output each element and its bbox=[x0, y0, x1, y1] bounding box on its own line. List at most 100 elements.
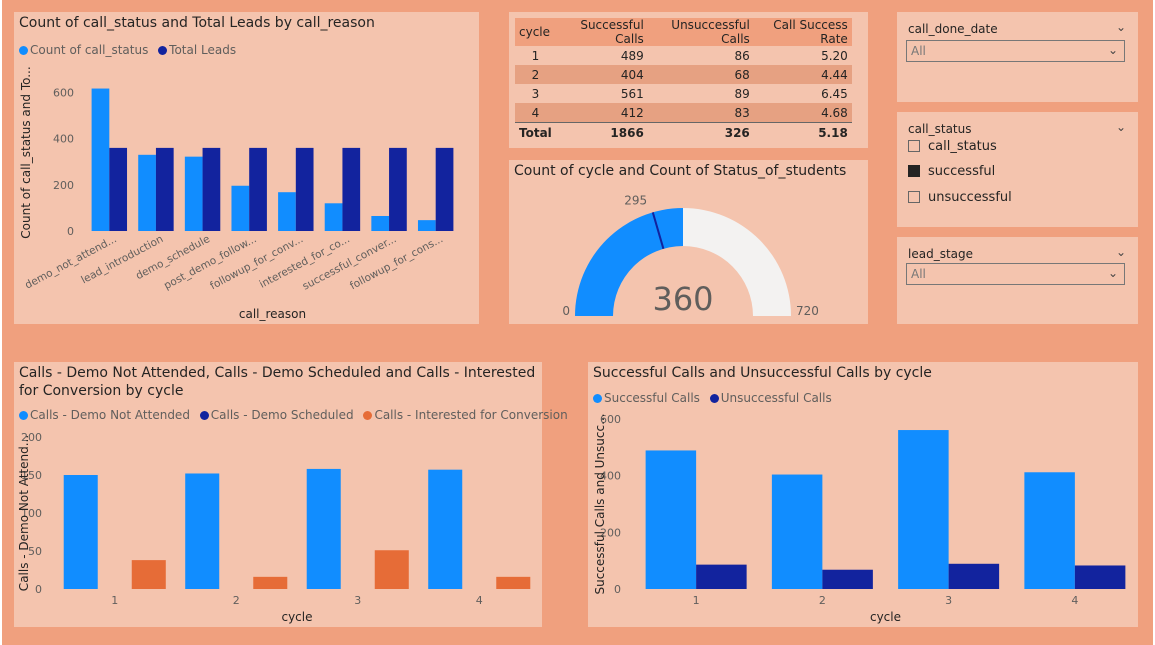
bar-total-leads bbox=[389, 147, 407, 231]
matrix-table-tile[interactable]: cycle Successful Calls Unsuccessful Call… bbox=[509, 12, 868, 148]
legend-item-count-call-status[interactable]: Count of call_status bbox=[19, 43, 148, 57]
chevron-down-icon[interactable]: ⌄ bbox=[1115, 20, 1126, 34]
checkbox[interactable] bbox=[908, 191, 920, 203]
cell: 83 bbox=[647, 103, 754, 123]
x-tick-label: 2 bbox=[819, 594, 826, 607]
cell: 4.68 bbox=[753, 103, 852, 123]
gauge-tile[interactable]: Count of cycle and Count of Status_of_st… bbox=[509, 160, 868, 324]
cell: 89 bbox=[734, 86, 750, 101]
chevron-down-icon[interactable]: ⌄ bbox=[1115, 245, 1126, 259]
cell: 326 bbox=[647, 122, 754, 142]
chart-calls-by-cycle-tile[interactable]: Calls - Demo Not Attended, Calls - Demo … bbox=[14, 362, 568, 627]
gauge-title: Count of cycle and Count of Status_of_st… bbox=[514, 163, 847, 179]
bar-count-of-call-status bbox=[278, 192, 296, 231]
chart-call-reason-legend[interactable]: Count of call_status Total Leads bbox=[19, 43, 242, 57]
legend-item-total-leads[interactable]: Total Leads bbox=[158, 43, 236, 57]
legend-swatch-icon bbox=[19, 411, 28, 420]
bar-successful-calls bbox=[1024, 472, 1075, 589]
bar-count-of-call-status bbox=[371, 215, 390, 231]
gauge-plot[interactable]: 295 360 0 720 bbox=[509, 160, 868, 324]
legend-item-successful-calls[interactable]: Successful Calls bbox=[593, 391, 700, 405]
legend-item-interested[interactable]: Calls - Interested for Conversion bbox=[363, 408, 568, 422]
cell: 68 bbox=[647, 65, 754, 84]
slicer-call-done-date[interactable]: call_done_date ⌄ All ⌄ bbox=[897, 12, 1138, 102]
bar-calls-demo-not-attended bbox=[306, 468, 341, 589]
slicer-option-unsuccessful[interactable]: unsuccessful bbox=[908, 190, 1012, 205]
matrix-table[interactable]: cycle Successful Calls Unsuccessful Call… bbox=[515, 18, 852, 142]
bar-total-leads bbox=[202, 147, 221, 231]
bar-calls-interested-for-conversion bbox=[496, 576, 531, 589]
legend-swatch-icon bbox=[363, 411, 373, 420]
table-row[interactable]: 2 404 68 4.44 bbox=[515, 65, 852, 84]
chart-success-by-cycle-plot[interactable]: 0 200 400 600 1 2 3 4 cycle Successful Calls and … bbox=[588, 362, 1138, 627]
table-row[interactable]: 1 489 86 5.20 bbox=[515, 46, 852, 65]
table-row[interactable]: 3 561 89 6.45 bbox=[515, 84, 852, 103]
cell: 4.44 bbox=[753, 65, 852, 84]
chart-call-reason-tile[interactable]: Count of call_status and Total Leads by … bbox=[14, 12, 479, 324]
slicer-option-call-status[interactable]: call_status bbox=[908, 139, 997, 154]
dropdown-value: All bbox=[911, 44, 926, 58]
legend-swatch-icon bbox=[199, 411, 209, 420]
bar-successful-calls bbox=[771, 474, 823, 589]
checkbox-checked[interactable] bbox=[908, 165, 920, 177]
x-tick-label: 1 bbox=[111, 594, 118, 607]
gauge-remaining-arc bbox=[683, 208, 791, 316]
y-tick-label: 200 bbox=[600, 526, 621, 539]
cell: 5.20 bbox=[821, 48, 848, 63]
slicer-lead-stage[interactable]: lead_stage ⌄ All ⌄ bbox=[897, 237, 1138, 324]
y-tick-label: 0 bbox=[614, 583, 621, 596]
bar-total-leads bbox=[435, 147, 454, 231]
x-axis-label: cycle bbox=[870, 610, 901, 624]
lead-stage-dropdown[interactable]: All ⌄ bbox=[906, 263, 1125, 285]
cell: 86 bbox=[734, 48, 750, 63]
x-axis-label: call_reason bbox=[239, 307, 306, 321]
legend-swatch-icon bbox=[19, 46, 28, 55]
y-tick-label: 200 bbox=[53, 179, 74, 192]
y-axis-label: Successful Calls and Unsucc... bbox=[593, 413, 607, 594]
bar-calls-demo-not-attended bbox=[63, 475, 98, 589]
legend-swatch-icon bbox=[158, 46, 168, 55]
bar-count-of-call-status bbox=[417, 220, 436, 231]
legend-item-demo-scheduled[interactable]: Calls - Demo Scheduled bbox=[199, 408, 354, 422]
chart-call-reason-plot[interactable]: 0200400600demo_not_attend...lead_introdu… bbox=[14, 12, 479, 324]
cell: 412 bbox=[555, 103, 648, 123]
x-tick-label: 1 bbox=[693, 594, 700, 607]
bar-successful-calls bbox=[645, 450, 697, 589]
table-total-row: Total 1866 326 5.18 bbox=[515, 122, 852, 142]
y-tick-label: 400 bbox=[53, 133, 74, 146]
y-tick-label: 600 bbox=[53, 86, 74, 99]
col-header-unsuccessful[interactable]: Unsuccessful Calls bbox=[647, 18, 754, 46]
col-header-successful[interactable]: Successful Calls bbox=[555, 18, 648, 46]
y-axis-label: Calls - Demo Not Attend... bbox=[17, 435, 31, 591]
table-header-row: cycle Successful Calls Unsuccessful Call… bbox=[515, 18, 852, 46]
bar-count-of-call-status bbox=[91, 88, 110, 231]
y-tick-label: 150 bbox=[21, 469, 42, 482]
y-tick-label: 100 bbox=[21, 507, 42, 520]
legend-item-demo-not-attended[interactable]: Calls - Demo Not Attended bbox=[19, 408, 190, 422]
checkbox[interactable] bbox=[908, 140, 920, 152]
cell: 404 bbox=[555, 65, 648, 84]
bar-total-leads bbox=[295, 147, 314, 231]
gauge-target-label: 295 bbox=[624, 194, 647, 208]
x-tick-label: 3 bbox=[354, 594, 361, 607]
chart-calls-by-cycle-legend[interactable]: Calls - Demo Not Attended Calls - Demo S… bbox=[19, 408, 574, 422]
slicer-call-status[interactable]: call_status ⌄ call_status successful uns… bbox=[897, 112, 1138, 227]
chart-success-by-cycle-legend[interactable]: Successful Calls Unsuccessful Calls bbox=[593, 391, 838, 405]
chevron-down-icon: ⌄ bbox=[1107, 43, 1118, 57]
chart-calls-by-cycle-plot[interactable]: 0 50 100 150 200 1 2 3 4 cycle Calls - Demo Not At… bbox=[14, 362, 542, 627]
col-header-cycle[interactable]: cycle bbox=[515, 18, 556, 46]
x-axis-label: cycle bbox=[281, 610, 312, 624]
col-header-success-rate[interactable]: Call Success Rate bbox=[753, 18, 852, 46]
legend-item-unsuccessful-calls[interactable]: Unsuccessful Calls bbox=[709, 391, 832, 405]
slicer-title: lead_stage bbox=[908, 247, 973, 261]
slicer-option-successful[interactable]: successful bbox=[908, 164, 995, 179]
chevron-down-icon[interactable]: ⌄ bbox=[1115, 120, 1126, 134]
table-row[interactable]: 4 412 83 4.68 bbox=[515, 103, 852, 123]
y-tick-label: 400 bbox=[600, 470, 621, 483]
y-tick-label: 0 bbox=[35, 583, 42, 596]
cell: 489 bbox=[620, 48, 644, 63]
chart-success-by-cycle-tile[interactable]: Successful Calls and Unsuccessful Calls … bbox=[588, 362, 1138, 627]
bar-calls-interested-for-conversion bbox=[253, 576, 288, 589]
call-done-date-dropdown[interactable]: All ⌄ bbox=[906, 40, 1125, 62]
